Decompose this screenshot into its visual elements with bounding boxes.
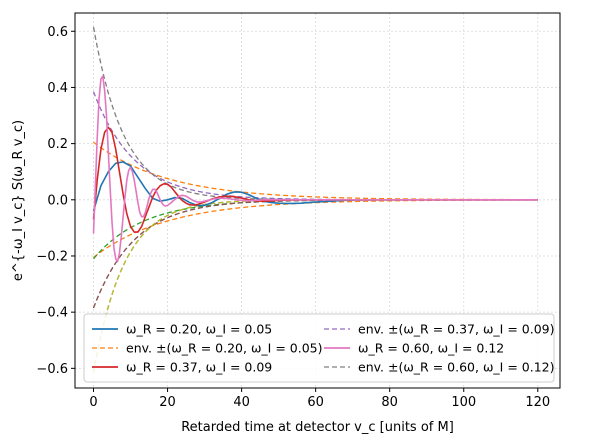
legend-label: ω_R = 0.60, ω_I = 0.12 [358,341,504,356]
legend-label: env. ±(ω_R = 0.60, ω_I = 0.12) [358,360,554,375]
y-axis-title: e^{-ω_I v_c} S(ω_R v_c) [11,120,26,281]
y-tick-label: −0.4 [36,306,68,321]
y-tick-label: 0.2 [47,137,68,152]
axes: 0 20 40 60 80 100 120 −0.6 −0.4 −0.2 0.0 0.2 0.4 0.6 R… [11,25,550,435]
x-tick-label: 60 [307,395,324,410]
x-axis-title: Retarded time at detector v_c [units of … [181,420,454,435]
x-tick-label: 120 [525,395,550,410]
x-tick-label: 40 [233,395,250,410]
legend-label: env. ±(ω_R = 0.37, ω_I = 0.09) [358,322,554,337]
plot-frame [74,12,561,389]
legend: ω_R = 0.20, ω_I = 0.05 env. ±(ω_R = 0.20,… [83,313,555,383]
series-line [92,126,538,233]
legend-label: ω_R = 0.20, ω_I = 0.05 [126,322,272,337]
y-tick-label: 0.0 [47,193,68,208]
x-tick-label: 100 [451,395,476,410]
legend-box [83,313,555,383]
x-tick-label: 0 [89,395,97,410]
legend-label: env. ±(ω_R = 0.20, ω_I = 0.05) [126,341,322,356]
y-tick-label: −0.2 [36,249,68,264]
plot-area [92,26,538,373]
y-tick-label: 0.4 [47,81,68,96]
series-line [92,75,538,263]
y-tick-label: −0.6 [36,362,68,377]
x-tick-label: 20 [159,395,176,410]
legend-label: ω_R = 0.37, ω_I = 0.09 [126,360,272,375]
x-tick-label: 80 [381,395,398,410]
y-tick-label: 0.6 [47,25,68,40]
